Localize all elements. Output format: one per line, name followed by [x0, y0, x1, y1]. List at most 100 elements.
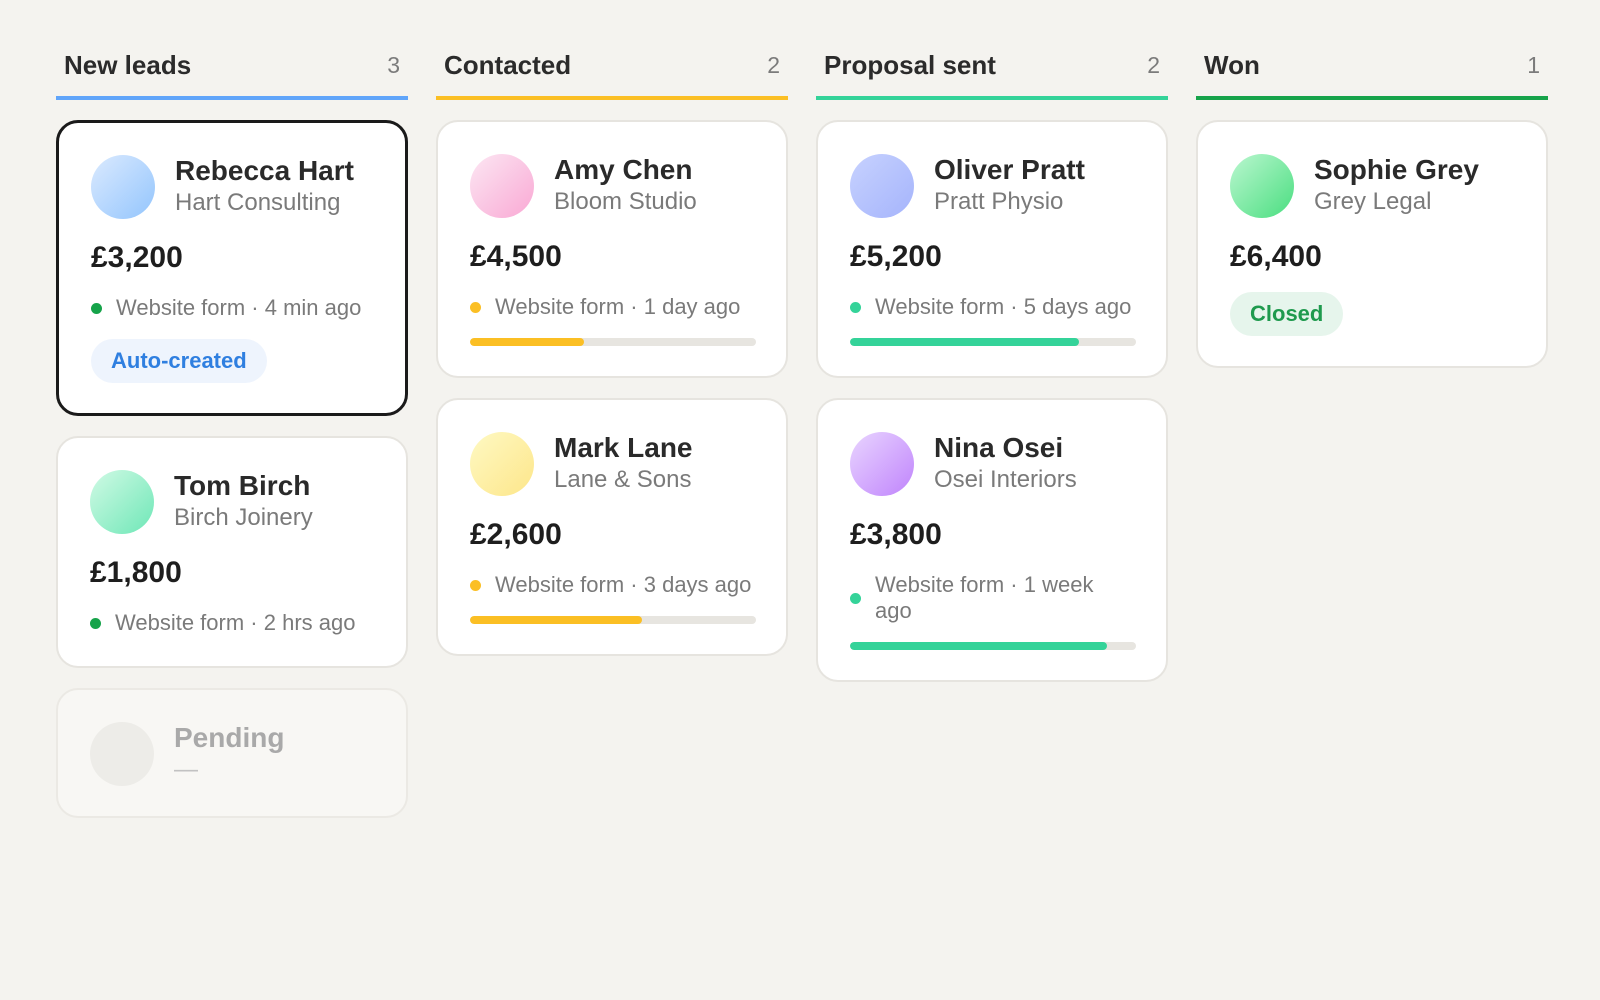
card-header: Rebecca Hart Hart Consulting: [91, 155, 375, 219]
contact-info: Mark Lane Lane & Sons: [554, 432, 693, 496]
contact-info: Nina Osei Osei Interiors: [934, 432, 1077, 496]
deal-amount: £3,200: [91, 241, 183, 274]
progress-bar: [470, 616, 756, 624]
avatar: [90, 470, 154, 534]
badge-row: Closed: [1230, 274, 1516, 336]
activity-line: Website form · 2 hrs ago: [90, 610, 376, 636]
company-name: Lane & Sons: [554, 466, 692, 493]
activity-text: Website form · 5 days ago: [875, 294, 1132, 319]
activity-text: Website form · 3 days ago: [495, 572, 752, 597]
contact-name: Mark Lane: [554, 432, 693, 463]
column-won: Won 1 Sophie Grey Grey Legal £6,400 Closed: [1196, 44, 1548, 818]
contact-info: Sophie Grey Grey Legal: [1314, 154, 1479, 218]
column-count: 2: [767, 51, 780, 78]
company-name: Grey Legal: [1314, 188, 1432, 215]
contact-info: Rebecca Hart Hart Consulting: [175, 155, 354, 219]
progress-fill: [470, 338, 585, 346]
card-list: Oliver Pratt Pratt Physio £5,200 Website fo…: [816, 120, 1168, 682]
contact-name: Oliver Pratt: [934, 154, 1085, 185]
column-header[interactable]: Contacted 2: [436, 44, 788, 100]
auto-created-badge: Auto-created: [91, 339, 267, 383]
activity-text: Website form · 1 week ago: [875, 572, 1094, 623]
contact-info: Amy Chen Bloom Studio: [554, 154, 697, 218]
card-list: Sophie Grey Grey Legal £6,400 Closed: [1196, 120, 1548, 368]
contact-name: Pending: [174, 722, 285, 753]
progress-fill: [850, 642, 1108, 650]
column-title: Proposal sent: [824, 49, 996, 80]
activity-text: Website form · 1 day ago: [495, 294, 741, 319]
column-count: 1: [1527, 51, 1540, 78]
company-name: —: [174, 756, 198, 783]
company-name: Osei Interiors: [934, 466, 1077, 493]
card-list: Amy Chen Bloom Studio £4,500 Website form ·…: [436, 120, 788, 656]
column-header[interactable]: New leads 3: [56, 44, 408, 100]
lead-card[interactable]: Nina Osei Osei Interiors £3,800 Website for…: [816, 398, 1168, 682]
avatar: [470, 432, 534, 496]
progress-bar: [470, 338, 756, 346]
lead-card[interactable]: Oliver Pratt Pratt Physio £5,200 Website fo…: [816, 120, 1168, 378]
card-header: Oliver Pratt Pratt Physio: [850, 154, 1136, 218]
avatar: [850, 154, 914, 218]
lead-card[interactable]: Mark Lane Lane & Sons £2,600 Website form ·…: [436, 398, 788, 656]
column-proposal-sent: Proposal sent 2 Oliver Pratt Pratt Physio £5…: [816, 44, 1168, 818]
status-dot-icon: [470, 301, 481, 313]
progress-bar: [850, 642, 1136, 650]
deal-amount: £2,600: [470, 518, 562, 551]
lead-card[interactable]: Rebecca Hart Hart Consulting £3,200 Website…: [56, 120, 408, 416]
contact-info: Tom Birch Birch Joinery: [174, 470, 313, 534]
deal-amount: £3,800: [850, 518, 942, 551]
card-list: Rebecca Hart Hart Consulting £3,200 Website…: [56, 120, 408, 818]
column-count: 3: [387, 51, 400, 78]
activity-line: Website form · 1 day ago: [470, 294, 756, 320]
column-header[interactable]: Won 1: [1196, 44, 1548, 100]
contact-name: Tom Birch: [174, 470, 311, 501]
card-header: Amy Chen Bloom Studio: [470, 154, 756, 218]
activity-line: Website form · 1 week ago: [850, 572, 1136, 624]
pending-lead-card[interactable]: Pending —: [56, 688, 408, 818]
contact-name: Nina Osei: [934, 432, 1064, 463]
closed-badge: Closed: [1230, 292, 1344, 336]
activity-line: Website form · 5 days ago: [850, 294, 1136, 320]
lead-card[interactable]: Tom Birch Birch Joinery £1,800 Website form…: [56, 436, 408, 668]
status-dot-icon: [850, 301, 861, 313]
column-header[interactable]: Proposal sent 2: [816, 44, 1168, 100]
column-title: Contacted: [444, 49, 572, 80]
progress-bar: [850, 338, 1136, 346]
progress-fill: [470, 616, 642, 624]
deal-amount: £6,400: [1230, 240, 1322, 273]
company-name: Birch Joinery: [174, 504, 313, 531]
avatar: [1230, 154, 1294, 218]
contact-name: Amy Chen: [554, 154, 693, 185]
avatar: [850, 432, 914, 496]
status-dot-icon: [91, 302, 102, 314]
column-new-leads: New leads 3 Rebecca Hart Hart Consulting £3,…: [56, 44, 408, 818]
card-header: Tom Birch Birch Joinery: [90, 470, 376, 534]
badge-row: Auto-created: [91, 321, 375, 383]
contact-info: Pending —: [174, 722, 284, 786]
company-name: Bloom Studio: [554, 188, 697, 215]
status-dot-icon: [850, 592, 861, 604]
contact-info: Oliver Pratt Pratt Physio: [934, 154, 1085, 218]
card-header: Pending —: [90, 722, 376, 786]
company-name: Hart Consulting: [175, 189, 341, 216]
activity-line: Website form · 4 min ago: [91, 295, 375, 321]
deal-amount: £1,800: [90, 556, 182, 589]
lead-card[interactable]: Amy Chen Bloom Studio £4,500 Website form ·…: [436, 120, 788, 378]
status-dot-icon: [90, 617, 101, 629]
avatar: [470, 154, 534, 218]
avatar: [90, 722, 154, 786]
contact-name: Sophie Grey: [1314, 154, 1479, 185]
status-dot-icon: [470, 579, 481, 591]
column-title: Won: [1204, 49, 1260, 80]
contact-name: Rebecca Hart: [175, 155, 354, 186]
activity-text: Website form · 2 hrs ago: [115, 610, 356, 635]
column-contacted: Contacted 2 Amy Chen Bloom Studio £4,500 Webs…: [436, 44, 788, 818]
avatar: [91, 155, 155, 219]
company-name: Pratt Physio: [934, 188, 1064, 215]
activity-line: Website form · 3 days ago: [470, 572, 756, 598]
column-count: 2: [1147, 51, 1160, 78]
lead-card[interactable]: Sophie Grey Grey Legal £6,400 Closed: [1196, 120, 1548, 368]
activity-text: Website form · 4 min ago: [116, 295, 362, 320]
deal-amount: £5,200: [850, 240, 942, 273]
progress-fill: [850, 338, 1079, 346]
